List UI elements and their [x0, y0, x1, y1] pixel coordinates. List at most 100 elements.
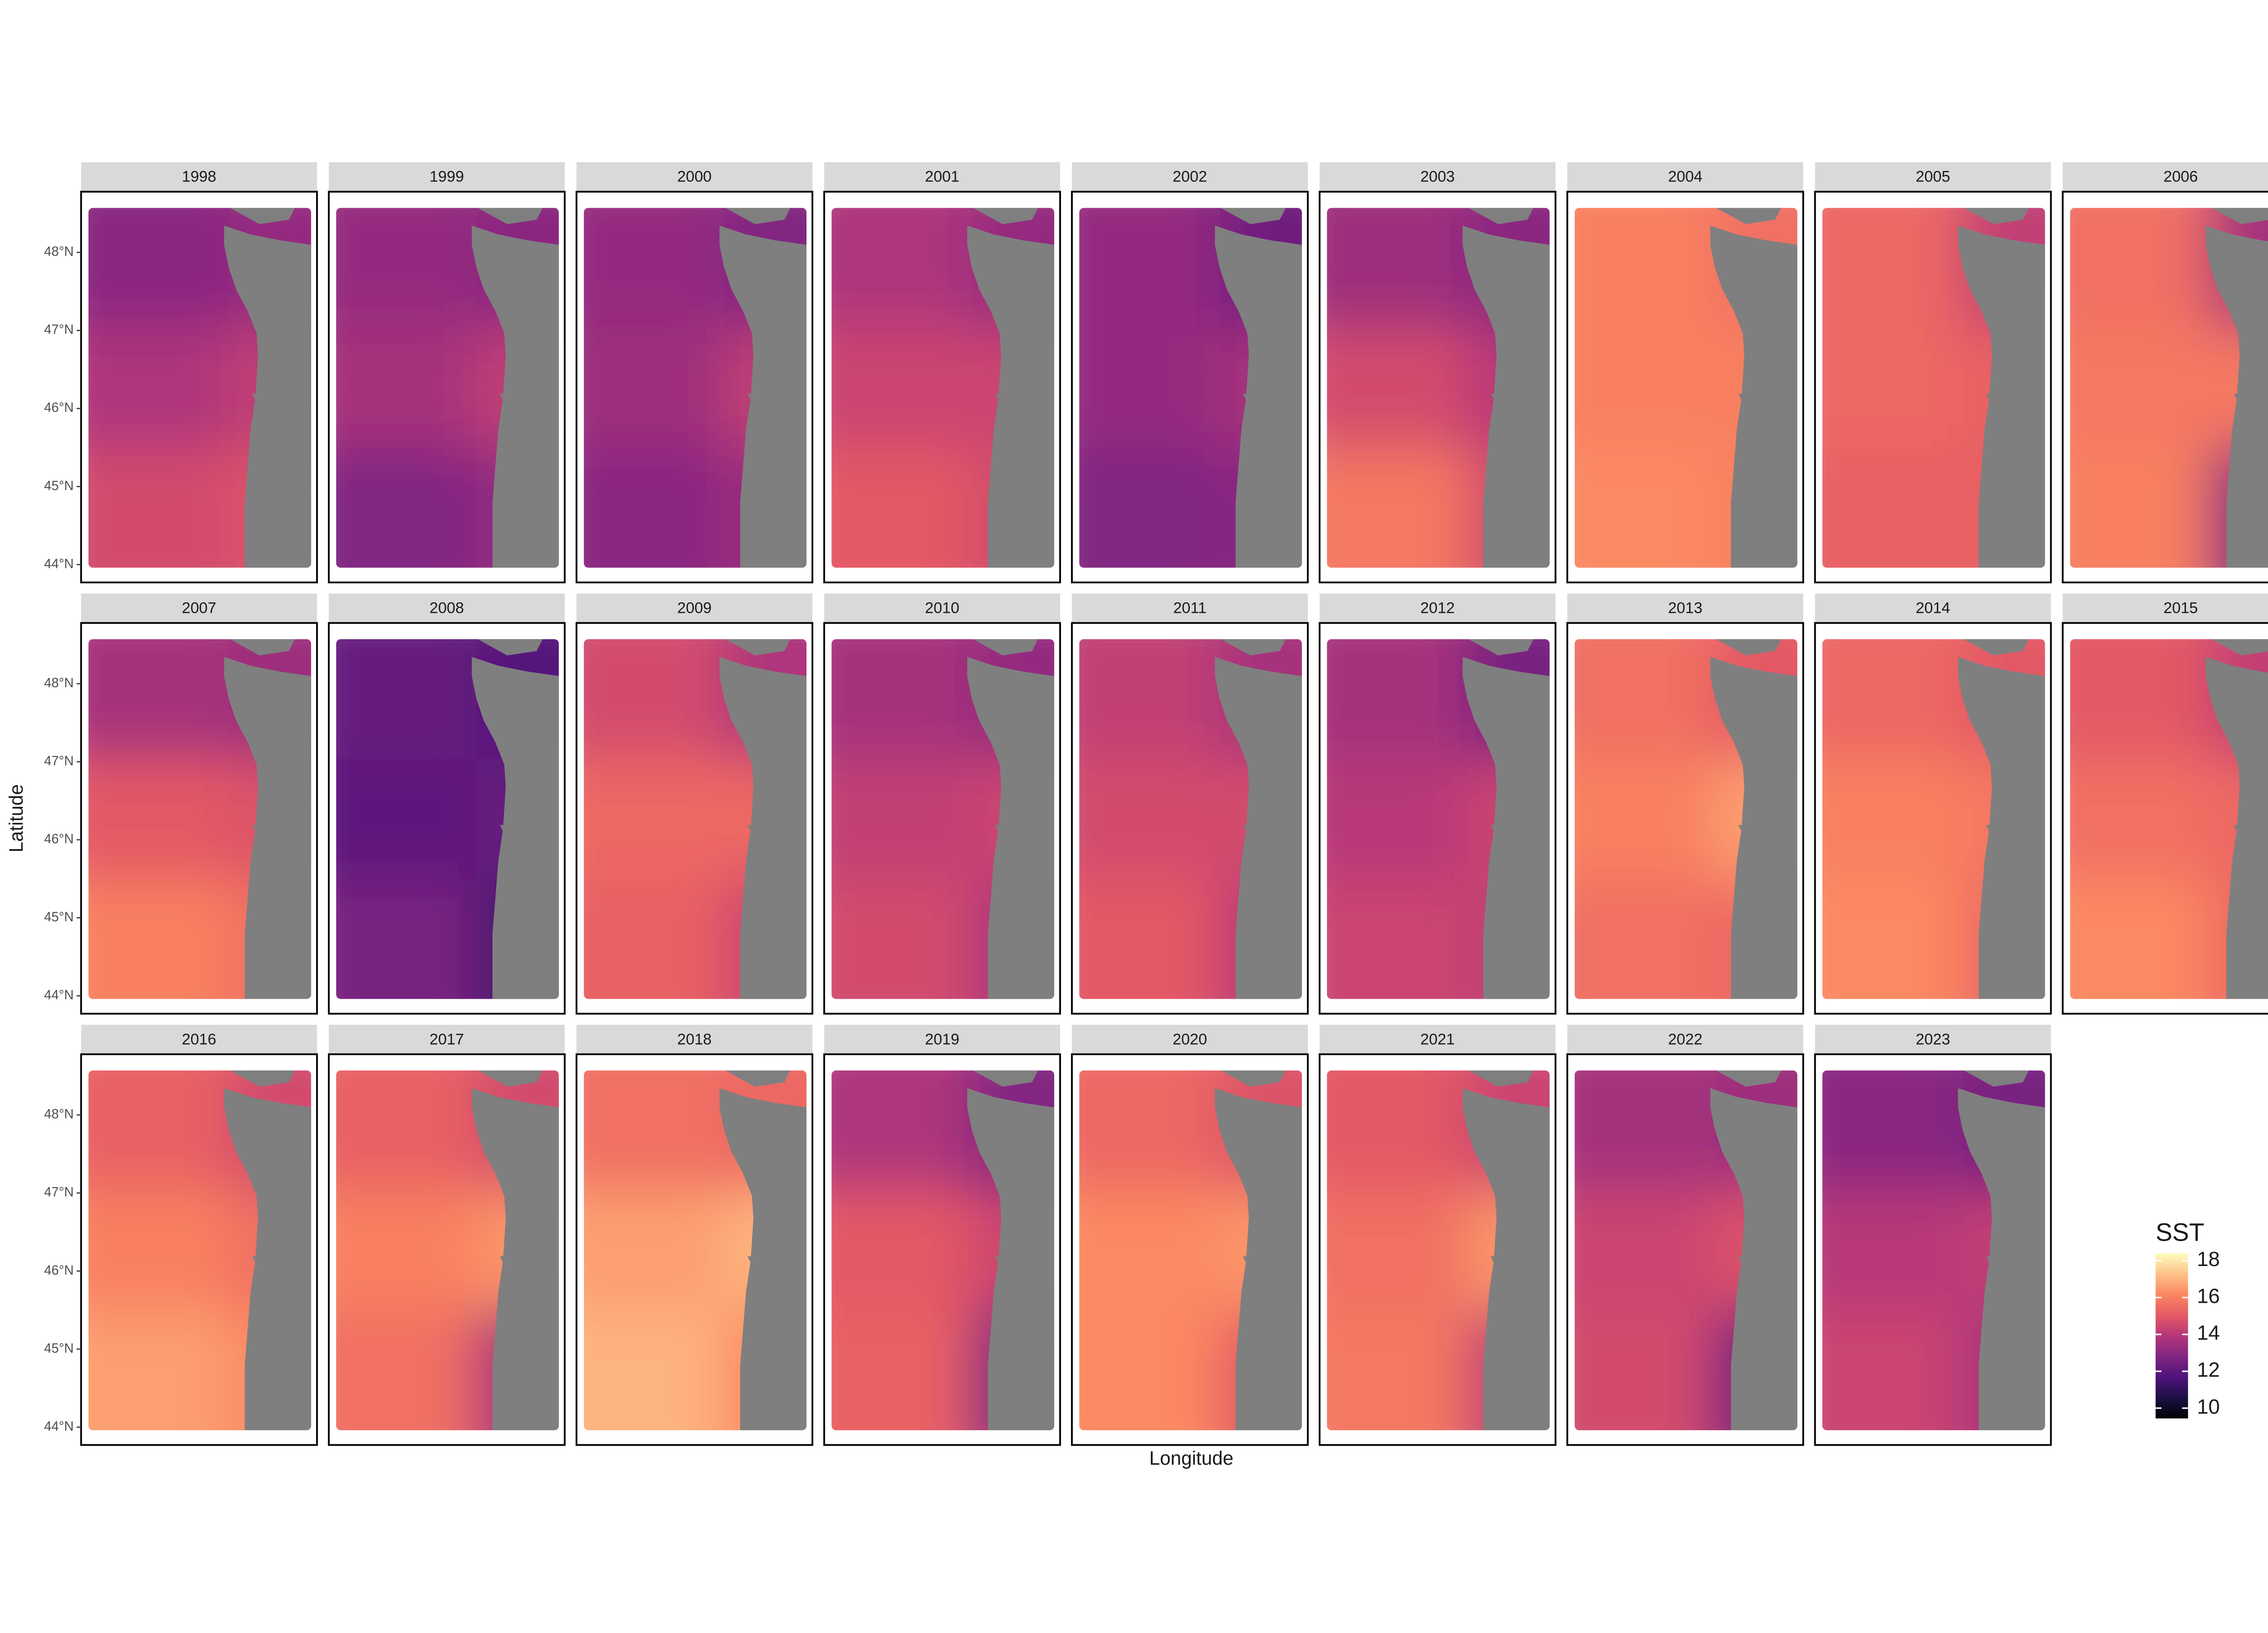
- sst-cell: [1327, 448, 1467, 568]
- sst-cell: [1574, 758, 1715, 880]
- map: [584, 1070, 807, 1431]
- facet-strip: [1320, 162, 1556, 192]
- sst-field: [1574, 639, 1798, 999]
- facet-label: 2018: [677, 1031, 712, 1048]
- sst-cell: [336, 879, 476, 999]
- facet-strip: [1072, 1025, 1308, 1055]
- panel-border: [1814, 1053, 2052, 1446]
- colorbar-label: 12: [2197, 1358, 2220, 1381]
- panel-border: [575, 191, 813, 583]
- y-tick-label: 46°N: [44, 832, 73, 846]
- sst-cell: [1327, 1190, 1467, 1311]
- sst-cell: [584, 639, 724, 759]
- sst-cell: [336, 639, 476, 759]
- sst-cell: [336, 1310, 476, 1431]
- panel-border: [1319, 1053, 1557, 1446]
- map: [1822, 639, 2045, 999]
- sst-cell: [831, 208, 972, 328]
- sst-field: [831, 208, 1055, 568]
- sst-cell: [2070, 639, 2210, 759]
- sst-cell: [1327, 879, 1467, 999]
- sst-cell: [88, 1190, 229, 1311]
- facet-strip: [576, 1025, 813, 1055]
- facet-strip: [1320, 593, 1556, 623]
- map: [1079, 1070, 1302, 1431]
- facet-label: 2021: [1420, 1031, 1455, 1048]
- map: [88, 1070, 311, 1431]
- sst-cell: [2070, 448, 2210, 568]
- y-tick-label: 48°N: [44, 244, 73, 259]
- facet-strip: [81, 593, 317, 623]
- facet-strip: [1567, 593, 1804, 623]
- sst-cell: [1574, 879, 1715, 999]
- map: [2070, 639, 2268, 999]
- panel-border: [80, 1053, 318, 1446]
- facet-strip: [328, 162, 565, 192]
- panel-border: [1319, 622, 1557, 1015]
- sst-cell: [1574, 1190, 1715, 1311]
- facet-label: 1998: [182, 168, 216, 186]
- sst-field: [88, 1070, 311, 1431]
- facet-strip: [328, 1025, 565, 1055]
- sst-field: [1079, 208, 1302, 568]
- sst-field: [1079, 1070, 1302, 1431]
- y-tick-label: 44°N: [44, 557, 73, 571]
- sst-cell: [584, 208, 724, 328]
- sst-cell: [584, 1070, 724, 1190]
- panel-border: [1566, 191, 1804, 583]
- facet-strip: [2063, 162, 2268, 192]
- sst-cell: [584, 327, 724, 449]
- facet-label: 2022: [1668, 1031, 1702, 1048]
- panel-border: [575, 622, 813, 1015]
- facet-label: 2019: [925, 1031, 959, 1048]
- y-tick-label: 46°N: [44, 401, 73, 415]
- sst-cell: [2070, 208, 2210, 328]
- sst-cell: [88, 208, 229, 328]
- facet-label: 2012: [1420, 600, 1455, 617]
- sst-cell: [1079, 448, 1220, 568]
- panel-border: [80, 622, 318, 1015]
- sst-cell: [88, 448, 229, 568]
- y-tick-label: 47°N: [44, 1185, 73, 1200]
- facet-label: 2001: [925, 168, 959, 186]
- sst-cell: [2070, 327, 2210, 449]
- sst-cell: [1327, 1070, 1467, 1190]
- facet-strip: [1815, 1025, 2051, 1055]
- y-tick-label: 48°N: [44, 676, 73, 690]
- y-tick-label: 48°N: [44, 1107, 73, 1122]
- y-tick-label: 45°N: [44, 1341, 73, 1356]
- y-tick-label: 47°N: [44, 754, 73, 768]
- facet-label: 1999: [430, 168, 464, 186]
- y-tick-label: 47°N: [44, 323, 73, 337]
- sst-cell: [1822, 327, 1963, 449]
- facet-strip: [824, 593, 1061, 623]
- facet-strip: [1815, 162, 2051, 192]
- y-tick-label: 44°N: [44, 988, 73, 1002]
- sst-cell: [1327, 1310, 1467, 1431]
- colorbar-label: 14: [2197, 1321, 2220, 1345]
- sst-field: [584, 208, 807, 568]
- facet-label: 2005: [1916, 168, 1950, 186]
- sst-cell: [1079, 327, 1220, 449]
- sst-field: [336, 208, 559, 568]
- sst-cell: [584, 1310, 724, 1431]
- facet-label: 2010: [925, 600, 959, 617]
- sst-cell: [1822, 1310, 1963, 1431]
- sst-cell: [1079, 879, 1220, 999]
- facet-label: 2016: [182, 1031, 216, 1048]
- sst-field: [88, 639, 311, 999]
- sst-cell: [336, 758, 476, 880]
- sst-cell: [831, 1310, 972, 1431]
- facet-strip: [1072, 162, 1308, 192]
- sst-cell: [2070, 879, 2210, 999]
- panel-border: [823, 191, 1061, 583]
- sst-cell: [831, 327, 972, 449]
- sst-cell: [584, 879, 724, 999]
- map: [336, 1070, 559, 1431]
- panel-border: [327, 191, 566, 583]
- facet-strip: [81, 1025, 317, 1055]
- sst-cell: [1079, 1070, 1220, 1190]
- y-tick-label: 46°N: [44, 1263, 73, 1278]
- map: [1822, 1070, 2045, 1431]
